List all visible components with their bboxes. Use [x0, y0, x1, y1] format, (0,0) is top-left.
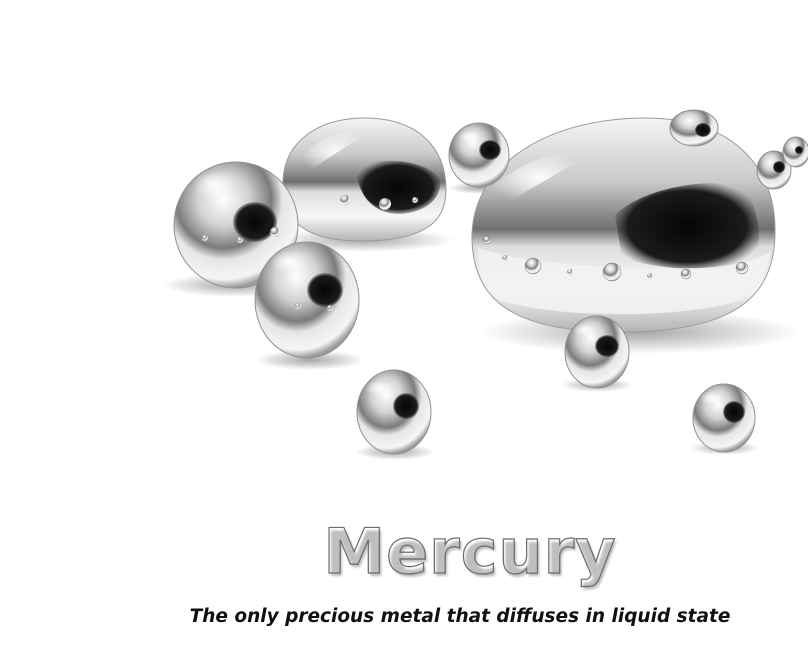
small-back-mercury-sphere	[448, 122, 510, 188]
large-mercury-blob	[471, 117, 776, 333]
mercury-title: Mercury	[320, 512, 620, 592]
bottom-center-mercury-sphere	[356, 369, 432, 455]
mercury-caption: The only precious metal that diffuses in…	[189, 606, 731, 627]
top-right-mercury-spheres	[669, 109, 808, 190]
bottom-right-mercury-sphere	[692, 383, 756, 453]
left-mercury-sphere	[173, 161, 299, 289]
medium-mercury-dome	[282, 117, 447, 242]
mid-right-mercury-sphere	[564, 315, 630, 389]
front-left-mercury-sphere	[254, 241, 360, 359]
